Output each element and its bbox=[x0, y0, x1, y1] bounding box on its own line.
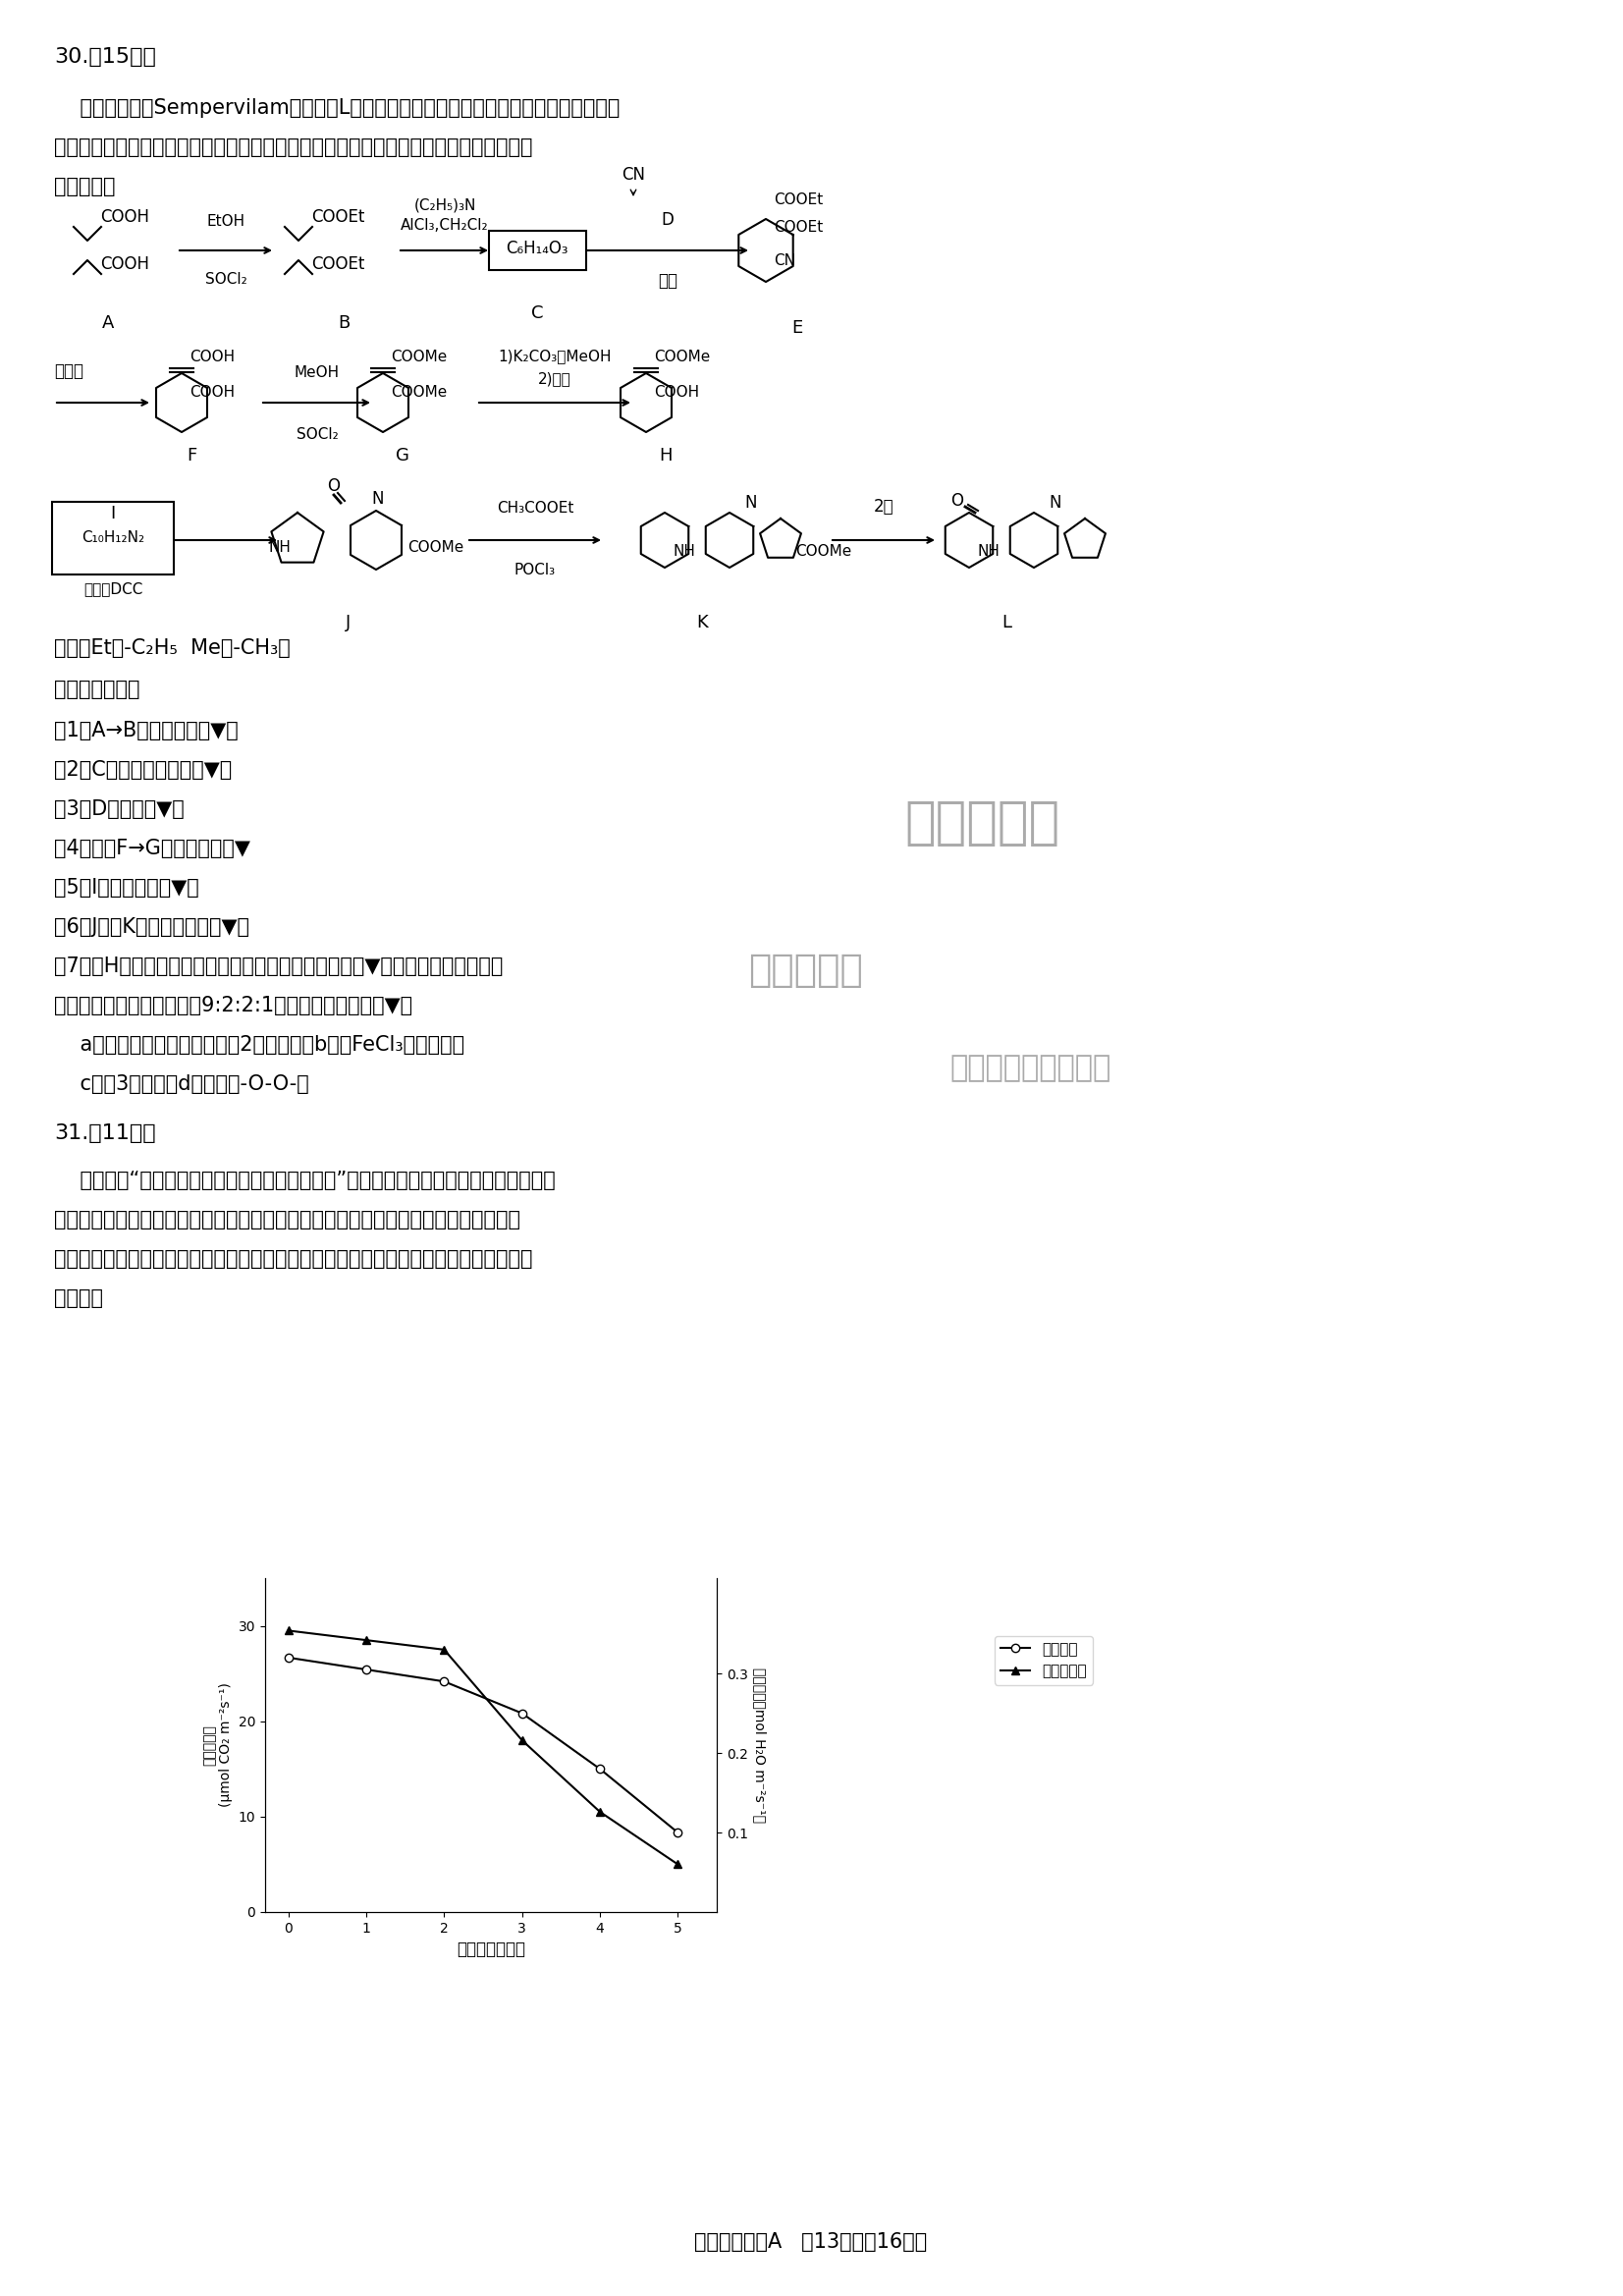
Text: COOH: COOH bbox=[101, 255, 149, 273]
净光合速率 bbox=[669, 1851, 688, 1878]
Text: 溶剑: 溶剑 bbox=[657, 271, 677, 289]
净光合速率 bbox=[513, 1727, 532, 1754]
净光合速率 bbox=[357, 1626, 377, 1653]
Text: 制，以某水稺品种为材料在自然干旱的条件下进行盆栽实验，下图为本实验的部分结果。: 制，以某水稺品种为材料在自然干旱的条件下进行盆栽实验，下图为本实验的部分结果。 bbox=[54, 1249, 532, 1270]
Text: N: N bbox=[745, 494, 758, 512]
Text: （3）D的名称为▼。: （3）D的名称为▼。 bbox=[54, 799, 185, 820]
Text: 试题小程序: 试题小程序 bbox=[748, 951, 862, 990]
Text: L: L bbox=[1001, 613, 1011, 631]
Text: 也是对植物产量影响最大的。研究人员为研究土壤的干旱程度对植物光合作用影响的机: 也是对植物产量影响最大的。研究人员为研究土壤的干旱程度对植物光合作用影响的机 bbox=[54, 1210, 521, 1231]
Text: 1)K₂CO₃，MeOH: 1)K₂CO₃，MeOH bbox=[498, 349, 612, 363]
Text: MeOH: MeOH bbox=[294, 365, 339, 381]
Text: 已知：Et：-C₂H₅  Me：-CH₃。: 已知：Et：-C₂H₅ Me：-CH₃。 bbox=[54, 638, 291, 659]
净光合速率 bbox=[279, 1616, 299, 1644]
Text: 体化学）。: 体化学）。 bbox=[54, 177, 115, 197]
Text: 俗话说：“有收无收在于水，收多收少在于肥。”干旱缺水引起的水分胁迫是最常见的，: 俗话说：“有收无收在于水，收多收少在于肥。”干旱缺水引起的水分胁迫是最常见的， bbox=[54, 1171, 555, 1189]
Text: COOEt: COOEt bbox=[312, 209, 365, 225]
FancyBboxPatch shape bbox=[52, 503, 174, 574]
Text: COOMe: COOMe bbox=[391, 383, 446, 400]
Text: c）含3个甲基；d）不存在-O-O-。: c）含3个甲基；d）不存在-O-O-。 bbox=[54, 1075, 308, 1093]
Text: N: N bbox=[372, 489, 385, 507]
Text: CN: CN bbox=[622, 165, 644, 184]
Text: 理科综合试题A   第13页（入16页）: 理科综合试题A 第13页（入16页） bbox=[695, 2232, 927, 2252]
Text: A: A bbox=[102, 315, 114, 333]
Text: 2)盐酸: 2)盐酸 bbox=[539, 372, 571, 386]
Text: COOMe: COOMe bbox=[654, 349, 711, 363]
净光合速率 bbox=[591, 1798, 610, 1825]
FancyBboxPatch shape bbox=[489, 232, 586, 271]
Text: 高考早知道: 高考早知道 bbox=[904, 797, 1060, 850]
净光合速率 bbox=[435, 1637, 454, 1665]
气孔导度 bbox=[279, 1644, 299, 1671]
Text: SOCl₂: SOCl₂ bbox=[295, 427, 338, 441]
Text: H: H bbox=[659, 448, 672, 464]
Text: COOMe: COOMe bbox=[391, 349, 446, 363]
Text: E: E bbox=[792, 319, 803, 338]
Y-axis label: 气孔导度（mol H₂O m⁻²s⁻¹）: 气孔导度（mol H₂O m⁻²s⁻¹） bbox=[753, 1667, 768, 1823]
Text: COOH: COOH bbox=[190, 349, 235, 363]
Text: COOH: COOH bbox=[190, 383, 235, 400]
Text: C₆H₁₄O₃: C₆H₁₄O₃ bbox=[506, 239, 568, 257]
Text: （6）J生成K还有一个产物是▼。: （6）J生成K还有一个产物是▼。 bbox=[54, 916, 250, 937]
Text: O: O bbox=[328, 478, 341, 496]
Text: C₁₀H₁₂N₂: C₁₀H₁₂N₂ bbox=[81, 530, 144, 544]
Text: N: N bbox=[1050, 494, 1061, 512]
Text: POCl₃: POCl₃ bbox=[514, 563, 555, 576]
Text: B: B bbox=[338, 315, 349, 333]
Text: 以及治疗心脏疾病等功效。以下是一种高产率的合成路线（部分反应条件已简化，忽略立: 以及治疗心脏疾病等功效。以下是一种高产率的合成路线（部分反应条件已简化，忽略立 bbox=[54, 138, 532, 156]
Text: COOMe: COOMe bbox=[795, 544, 852, 560]
Text: CN: CN bbox=[774, 253, 795, 269]
Text: F: F bbox=[187, 448, 196, 464]
X-axis label: 胁迫时间（天）: 胁迫时间（天） bbox=[456, 1940, 526, 1958]
Text: a）含有一个苯环、苯环上有2个取代基；b）与FeCl₃反应显色；: a）含有一个苯环、苯环上有2个取代基；b）与FeCl₃反应显色； bbox=[54, 1035, 464, 1054]
Text: 回答下列问题：: 回答下列问题： bbox=[54, 680, 140, 700]
Text: D: D bbox=[661, 211, 674, 230]
Text: CH₃COOEt: CH₃COOEt bbox=[497, 501, 573, 517]
Text: COOEt: COOEt bbox=[774, 220, 823, 234]
Text: （1）A→B的反应类型为▼。: （1）A→B的反应类型为▼。 bbox=[54, 721, 239, 739]
Text: (C₂H₅)₃N: (C₂H₅)₃N bbox=[414, 197, 476, 214]
Text: G: G bbox=[396, 448, 409, 464]
气孔导度 bbox=[591, 1754, 610, 1782]
Text: 2步: 2步 bbox=[873, 498, 894, 517]
Text: 色胺，DCC: 色胺，DCC bbox=[83, 581, 143, 597]
Text: （5）I的结构简式为▼。: （5）I的结构简式为▼。 bbox=[54, 877, 200, 898]
Text: COOMe: COOMe bbox=[407, 540, 464, 556]
Text: 一时间获取最新资料: 一时间获取最新资料 bbox=[951, 1054, 1112, 1084]
Text: 30.（15分）: 30.（15分） bbox=[54, 48, 156, 67]
Text: EtOH: EtOH bbox=[206, 214, 245, 230]
Text: J: J bbox=[346, 613, 351, 631]
Text: AlCl₃,CH₂Cl₂: AlCl₃,CH₂Cl₂ bbox=[401, 218, 489, 232]
Text: NH: NH bbox=[268, 540, 291, 556]
Text: COOEt: COOEt bbox=[312, 255, 365, 273]
Legend: 气孔导度, 净光合速率: 气孔导度, 净光合速率 bbox=[995, 1635, 1094, 1685]
Text: NH: NH bbox=[674, 544, 696, 560]
Text: 请回答：: 请回答： bbox=[54, 1288, 104, 1309]
气孔导度 bbox=[513, 1699, 532, 1727]
Text: 育亮宾类似物Sempervilam（化合物L）的药用价值非常广泛，具有良好的降血压、减肥: 育亮宾类似物Sempervilam（化合物L）的药用价值非常广泛，具有良好的降血… bbox=[54, 99, 620, 117]
气孔导度 bbox=[357, 1655, 377, 1683]
Text: （2）C中官能团的名称为▼。: （2）C中官能团的名称为▼。 bbox=[54, 760, 232, 781]
Text: （7）在H的同分异构体中，同时满足下列条件的总数为▼种。其中核磁共振氢谱: （7）在H的同分异构体中，同时满足下列条件的总数为▼种。其中核磁共振氢谱 bbox=[54, 957, 503, 976]
Text: COOH: COOH bbox=[654, 383, 700, 400]
Text: （4）写出F→G的化学方程式▼: （4）写出F→G的化学方程式▼ bbox=[54, 838, 250, 859]
Text: 显示四组峰，且峰面积比为9:2:2:1的分子的结构简式为▼。: 显示四组峰，且峰面积比为9:2:2:1的分子的结构简式为▼。 bbox=[54, 996, 412, 1015]
Text: I: I bbox=[110, 505, 115, 523]
Text: 浓盐酸: 浓盐酸 bbox=[54, 363, 83, 381]
Text: O: O bbox=[951, 491, 964, 510]
气孔导度 bbox=[669, 1818, 688, 1846]
Text: COOEt: COOEt bbox=[774, 193, 823, 207]
Text: COOH: COOH bbox=[101, 209, 149, 225]
Line: 气孔导度: 气孔导度 bbox=[284, 1653, 682, 1837]
Text: SOCl₂: SOCl₂ bbox=[204, 271, 247, 287]
Text: K: K bbox=[696, 613, 708, 631]
Line: 净光合速率: 净光合速率 bbox=[284, 1626, 682, 1869]
气孔导度 bbox=[435, 1667, 454, 1694]
Text: 31.（11分）: 31.（11分） bbox=[54, 1123, 156, 1143]
Text: C: C bbox=[531, 305, 544, 321]
Text: NH: NH bbox=[977, 544, 1000, 560]
Y-axis label: 净光合速率
(μmol CO₂ m⁻²s⁻¹): 净光合速率 (μmol CO₂ m⁻²s⁻¹) bbox=[203, 1683, 232, 1807]
